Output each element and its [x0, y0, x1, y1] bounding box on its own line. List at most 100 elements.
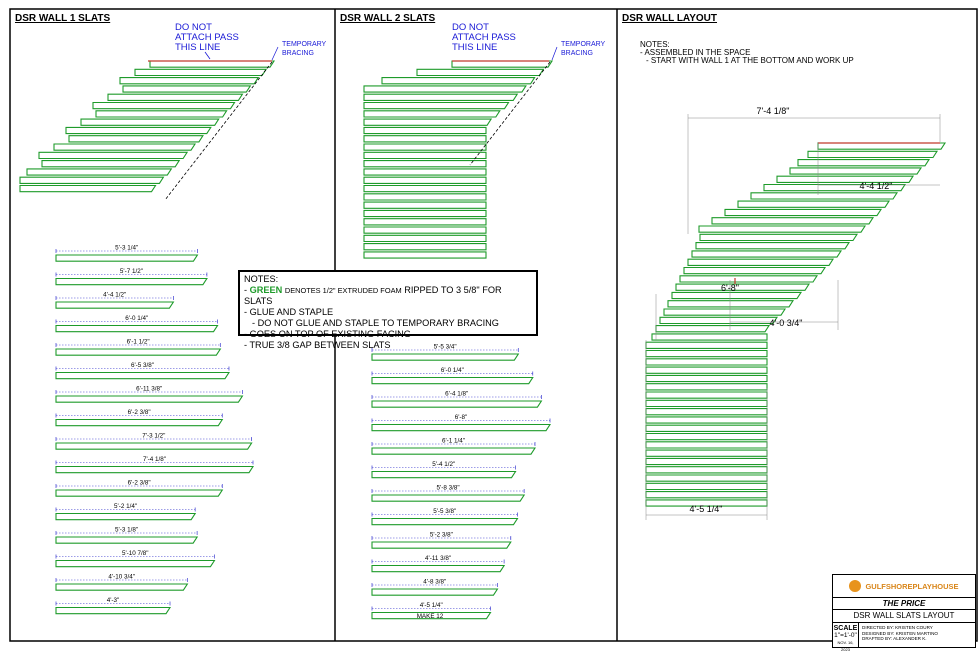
wall1-assembly	[19, 60, 276, 201]
cut-slat	[55, 442, 253, 450]
layout-slat	[645, 383, 768, 391]
wall1-slat	[149, 60, 276, 68]
cut-slat	[55, 395, 244, 403]
wall2-slat	[416, 68, 545, 77]
wall2-slat	[363, 243, 487, 251]
cut-length-label: 5'-3 1/4"	[115, 244, 138, 251]
layout-slat	[645, 491, 768, 499]
wall1-slat	[134, 68, 268, 77]
layout-slat	[687, 258, 835, 266]
wall2-slat	[363, 234, 487, 243]
title-block: GULFSHOREPLAYHOUSE THE PRICE DSR WALL SL…	[832, 574, 976, 652]
wall1-slat	[107, 93, 244, 101]
cut-slat	[55, 324, 219, 333]
layout-slat	[645, 349, 768, 358]
directed-by: DIRECTED BY: KRISTEN COURY	[862, 625, 933, 630]
wall2-slat	[363, 143, 487, 151]
layout-slat	[699, 233, 859, 242]
wall1-slat	[53, 143, 197, 151]
cut-length-label: 6'-8"	[455, 414, 468, 421]
cut-length-label: 6'-11 3/8"	[136, 385, 162, 392]
cut-slat	[55, 371, 230, 380]
wall2-slat	[363, 151, 487, 160]
cut-length-label: 6'-0 1/4"	[441, 367, 464, 374]
cut-slat	[55, 301, 175, 309]
drafted-by: DRAFTED BY: ALEXANDER K.	[862, 636, 927, 642]
svg-text:- ASSEMBLED IN THE SPACE: - ASSEMBLED IN THE SPACE	[640, 48, 750, 57]
cut-length-label: 5'-10 7/8"	[122, 550, 149, 557]
cut-slat	[371, 564, 506, 573]
layout-slat	[683, 266, 827, 275]
wall1-slat	[68, 135, 204, 143]
notes-line-gap: - TRUE 3/8 GAP BETWEEN SLATS	[244, 340, 391, 350]
notes-heading: NOTES:	[244, 274, 279, 284]
layout-dim-mid-height: 6'-8"	[721, 283, 739, 293]
wall1-slat	[92, 101, 236, 110]
cut-length-label: 6'-1 1/4"	[442, 437, 465, 444]
cut-slat	[371, 400, 543, 408]
cut-length-label: 5'-5 3/8"	[433, 508, 456, 515]
wall2-temporary-bracing-note: TEMPORARY BRACING	[551, 41, 606, 61]
layout-slat	[655, 325, 771, 333]
layout-slat	[671, 291, 803, 300]
svg-text:BRACING: BRACING	[282, 50, 314, 57]
layout-slat	[711, 217, 875, 225]
notes-line-green: - GREEN DENOTES 1/2" EXTRUDED FOAM RIPPE…	[244, 285, 502, 306]
wall2-slat	[363, 218, 487, 226]
sheet-name: DSR WALL SLATS LAYOUT	[833, 610, 975, 623]
wall2-do-not-attach-note: DO NOT ATTACH PASS THIS LINE	[452, 22, 516, 53]
svg-text:- START WITH WALL 1 AT THE BOT: - START WITH WALL 1 AT THE BOTTOM AND WO…	[646, 56, 854, 65]
layout-slat	[645, 466, 768, 474]
cut-length-label: 4'-4 1/2"	[103, 291, 126, 298]
wall2-slat	[363, 168, 487, 176]
wall1-slat	[65, 126, 212, 135]
wall2-slat	[451, 60, 554, 68]
layout-slat	[645, 482, 768, 491]
cut-slat	[55, 489, 224, 497]
svg-text:TEMPORARY: TEMPORARY	[561, 41, 606, 48]
cut-length-label: 5'-7 1/2"	[120, 268, 143, 275]
layout-slat	[817, 142, 947, 150]
cut-slat	[371, 470, 517, 479]
cut-length-label: 4'-10 3/4"	[108, 573, 135, 580]
layout-slat	[651, 333, 768, 341]
layout-slat	[645, 449, 768, 457]
cut-slat	[371, 376, 534, 385]
company-logo: GULFSHOREPLAYHOUSE	[833, 575, 975, 598]
wall2-slat	[363, 85, 527, 93]
cut-slat	[371, 494, 526, 502]
svg-text:DO NOT: DO NOT	[452, 22, 489, 33]
cut-slat	[371, 423, 552, 432]
cut-length-label: 6'-5 3/8"	[131, 362, 154, 369]
cut-slat	[371, 588, 499, 596]
layout-slat	[789, 167, 923, 175]
cut-slat	[371, 517, 519, 526]
sheet-border	[9, 8, 978, 642]
wall2-cut-list: 5'-5 3/4" 6'-0 1/4" 6'-4 1/8" 6'-8" 6'-1 1/4…	[371, 343, 552, 620]
cut-slat	[55, 418, 224, 427]
wall1-cut-list: 5'-3 1/4" 5'-7 1/2" 4'-4 1/2" 6'-0 1/4" 6'-1…	[55, 244, 255, 615]
notes-line-bracing: - DO NOT GLUE AND STAPLE TO TEMPORARY BR…	[252, 318, 499, 328]
layout-slat	[645, 457, 768, 466]
layout-dim-mid-width: 4'-0 3/4"	[770, 318, 803, 328]
make-quantity-label: MAKE 12	[417, 613, 444, 620]
cut-length-label: 6'-2 3/8"	[128, 479, 151, 486]
wall1-do-not-attach-note: DO NOT ATTACH PASS THIS LINE	[175, 22, 239, 60]
notes-line1-rest: RIPPED TO 3 5/8" FOR SLATS	[244, 285, 502, 306]
wall1-slat	[19, 176, 165, 184]
cut-length-label: 6'-1 1/2"	[127, 338, 150, 345]
layout-slat	[645, 416, 768, 424]
cut-slat	[371, 541, 512, 549]
cut-slat	[371, 447, 536, 455]
svg-text:DO NOT: DO NOT	[175, 22, 212, 33]
svg-text:THIS LINE: THIS LINE	[175, 42, 220, 53]
layout-notes: NOTES: - ASSEMBLED IN THE SPACE - START …	[640, 40, 854, 65]
layout-slat	[797, 159, 931, 167]
wall1-slat	[95, 110, 228, 118]
cut-length-label: 5'-8 3/8"	[437, 484, 460, 491]
wall2-slat	[363, 209, 487, 218]
svg-text:NOTES:: NOTES:	[640, 40, 670, 49]
layout-slat	[698, 225, 867, 233]
wall2-slat	[363, 184, 487, 193]
